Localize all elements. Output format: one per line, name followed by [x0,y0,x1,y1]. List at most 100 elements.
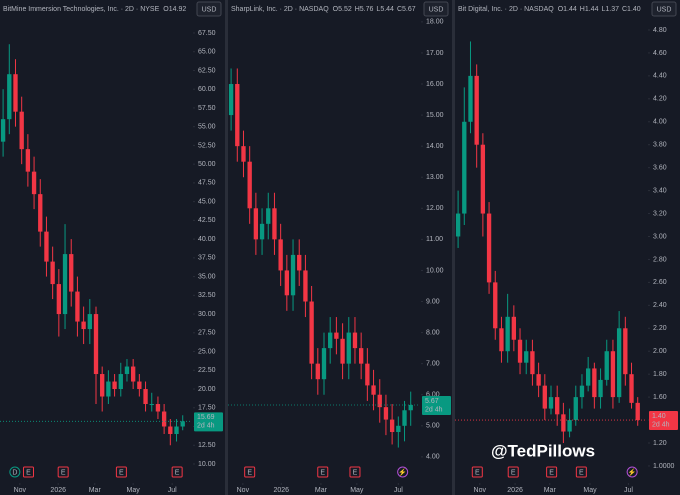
event-label[interactable]: E [119,469,124,476]
y-tick-label: 57.50 [198,105,216,112]
currency-label[interactable]: USD [429,6,444,13]
event-icon[interactable] [507,466,519,478]
event-icon[interactable] [546,466,558,478]
candle-body [161,411,167,427]
y-tick-label: 17.50 [198,405,216,412]
event-label[interactable]: E [320,469,325,476]
candle-body [389,419,395,433]
y-tick-label: 30.00 [198,311,216,318]
event-label[interactable]: E [61,469,66,476]
event-icon[interactable] [471,466,483,478]
event-icon[interactable] [317,466,329,478]
candle-body [241,146,246,162]
y-tick-label: 47.50 [198,180,216,187]
candle-body [155,404,161,412]
ohlc-value: L5.44 [376,6,394,13]
candle-body [118,374,123,390]
candle-body [38,194,43,232]
ohlc-value: C1.40 [622,6,641,13]
event-label[interactable]: E [26,469,31,476]
event-icon[interactable] [57,466,69,478]
candle-body [610,351,616,398]
event-icon[interactable] [244,466,256,478]
y-tick-label: 3.80 [653,142,667,149]
candle-body [480,144,486,214]
candle-body [44,231,49,262]
candle-body [143,389,148,405]
y-tick-label: 35.00 [198,273,216,280]
candle-body [530,351,535,375]
y-tick-label: 8.00 [426,329,440,336]
candle-body [19,111,24,150]
x-tick-label: Jul [394,487,403,494]
y-tick-label: 50.00 [198,161,216,168]
candle-body [358,348,364,364]
countdown: 2d 4h [652,421,670,428]
currency-button[interactable] [196,1,222,17]
event-icon[interactable] [22,466,34,478]
candle-body [474,75,479,145]
currency-button[interactable] [651,1,677,17]
candle-body [592,368,597,398]
x-tick-label: Jul [624,487,633,494]
candle-body [623,328,628,375]
candle-body [340,338,345,364]
chart-title: Bit Digital, Inc. · 2D · NASDAQ [458,6,554,13]
y-tick-label: 4.60 [653,50,667,57]
candle-body [100,374,105,397]
candle-body [149,404,154,406]
watermark: @TedPillows [491,441,595,460]
candle-body [548,397,554,409]
event-label[interactable]: E [175,469,180,476]
event-label[interactable]: D [12,469,17,476]
candle-body [328,332,333,349]
event-label[interactable]: E [579,469,584,476]
y-tick-label: 52.50 [198,142,216,149]
y-tick-label: 6.00 [426,392,440,399]
event-label[interactable]: E [549,469,554,476]
y-tick-label: 42.50 [198,217,216,224]
ohlc-value: L1.37 [601,6,619,13]
candle-body [235,84,240,147]
event-icon[interactable] [349,466,361,478]
event-label[interactable]: ⚡ [628,467,637,476]
event-icon[interactable] [626,466,638,478]
y-tick-label: 32.50 [198,292,216,299]
candle-body [616,328,622,398]
candle-body [573,397,578,421]
y-tick-label: 45.00 [198,198,216,205]
candle-body [180,421,185,427]
currency-button[interactable] [423,1,449,17]
currency-label[interactable]: USD [202,6,217,13]
event-label[interactable]: E [475,469,480,476]
candle-body [168,426,173,434]
y-tick-label: 10.00 [426,267,444,274]
event-label[interactable]: E [511,469,516,476]
candle-body [0,119,6,142]
event-label[interactable]: E [353,469,358,476]
candle-body [468,75,473,122]
event-icon[interactable] [575,466,587,478]
event-icon[interactable] [397,466,409,478]
candle-body [297,254,302,271]
currency-label[interactable]: USD [657,6,672,13]
event-icon[interactable] [9,466,21,478]
x-tick-label: May [127,487,141,494]
x-tick-label: Nov [14,487,27,494]
x-tick-label: Nov [474,487,487,494]
chart-title: BitMine Immersion Technologies, Inc. · 2… [3,6,160,13]
y-tick-label: 1.20 [653,440,667,447]
y-tick-label: 4.80 [653,27,667,34]
candle-body [247,161,252,209]
event-icon[interactable] [171,466,183,478]
last-price-label: 1.40 [652,413,666,420]
y-tick-label: 1.80 [653,371,667,378]
event-label[interactable]: ⚡ [398,467,407,476]
y-tick-label: 62.50 [198,67,216,74]
y-tick-label: 10.00 [198,461,216,468]
candle-body [81,321,86,330]
event-icon[interactable] [115,466,127,478]
candle-body [561,414,566,432]
event-label[interactable]: E [247,469,252,476]
